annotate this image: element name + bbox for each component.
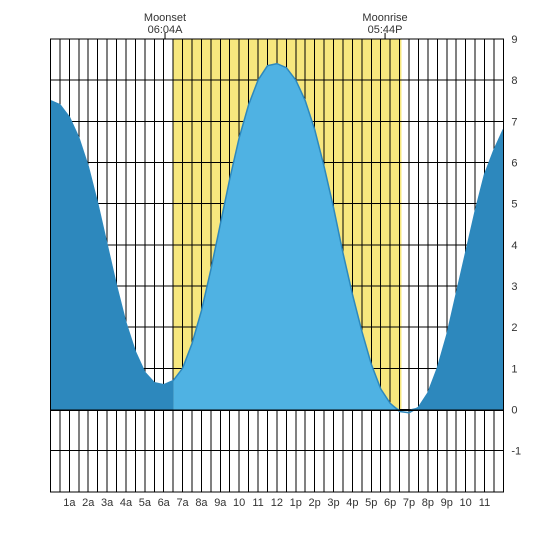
x-tick-label: 2p (309, 497, 321, 509)
y-tick-label: 8 (511, 75, 517, 87)
y-tick-label: 5 (511, 199, 517, 211)
y-tick-label: 9 (511, 34, 517, 46)
x-tick-label: 12 (271, 497, 283, 509)
x-tick-label: 3a (101, 497, 114, 509)
x-tick-label: 9a (214, 497, 227, 509)
moonset-time: 06:04A (148, 24, 184, 36)
x-tick-label: 1p (290, 497, 302, 509)
x-tick-label: 8p (422, 497, 434, 509)
x-tick-label: 5p (365, 497, 377, 509)
x-tick-label: 10 (460, 497, 472, 509)
y-tick-label: 4 (511, 240, 517, 252)
moonrise-time: 05:44P (368, 24, 403, 36)
x-tick-label: 4p (346, 497, 358, 509)
tide-chart: Moonset06:04A Moonrise05:44P 1a 2a 3a 4a 5a 6a 7… (10, 10, 540, 540)
x-tick-label: 8a (195, 497, 208, 509)
y-tick-label: -1 (511, 446, 521, 458)
x-tick-label: 4a (120, 497, 133, 509)
x-tick-label: 9p (441, 497, 453, 509)
x-tick-label: 6a (158, 497, 171, 509)
y-tick-label: 6 (511, 157, 517, 169)
moonrise-label: Moonrise (362, 12, 407, 24)
x-tick-label: 7a (176, 497, 189, 509)
x-tick-label: 2a (82, 497, 95, 509)
x-tick-label: 1a (63, 497, 76, 509)
y-tick-label: 7 (511, 116, 517, 128)
y-tick-label: 2 (511, 322, 517, 334)
x-tick-label: 3p (327, 497, 339, 509)
chart-svg: Moonset06:04A Moonrise05:44P 1a 2a 3a 4a 5a 6a 7… (10, 10, 540, 540)
y-tick-label: 3 (511, 281, 517, 293)
y-tick-label: 0 (511, 404, 517, 416)
moonset-label: Moonset (144, 12, 186, 24)
y-tick-label: 1 (511, 363, 517, 375)
x-tick-label: 6p (384, 497, 396, 509)
x-tick-label: 11 (252, 497, 263, 509)
x-tick-label: 5a (139, 497, 152, 509)
x-tick-label: 10 (233, 497, 245, 509)
x-tick-label: 7p (403, 497, 415, 509)
x-tick-label: 11 (479, 497, 490, 509)
